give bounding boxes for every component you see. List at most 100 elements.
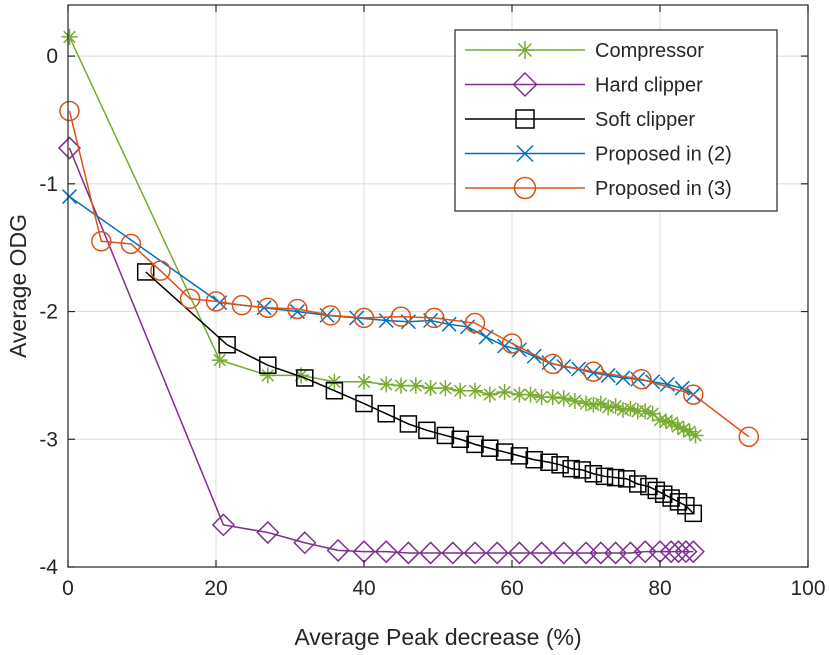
legend-label: Compressor bbox=[595, 40, 704, 62]
data-point-asterisk bbox=[637, 403, 654, 420]
data-point-circle bbox=[683, 384, 704, 405]
data-point-asterisk bbox=[663, 414, 680, 431]
data-point-x bbox=[497, 338, 513, 354]
data-point-asterisk bbox=[422, 380, 439, 397]
series-line bbox=[68, 110, 750, 438]
legend-item: Compressor bbox=[465, 40, 704, 62]
data-point-diamond bbox=[293, 531, 317, 555]
legend: Compressor Hard clipper Soft clipper Propos… bbox=[454, 29, 778, 212]
series-soft-clipper bbox=[136, 263, 703, 523]
data-point-asterisk bbox=[675, 421, 692, 438]
y-tick-label: -1 bbox=[39, 173, 58, 196]
data-point-asterisk bbox=[622, 400, 639, 417]
data-point-square bbox=[481, 439, 499, 457]
data-point-square bbox=[562, 459, 580, 478]
data-point-diamond bbox=[530, 541, 554, 565]
data-point-asterisk bbox=[211, 352, 228, 369]
data-point-asterisk bbox=[615, 401, 631, 418]
legend-item: Proposed in (3) bbox=[465, 176, 732, 200]
data-point-diamond bbox=[256, 520, 280, 545]
data-point-asterisk bbox=[533, 389, 550, 406]
data-point-asterisk bbox=[293, 367, 310, 384]
data-point-square bbox=[259, 356, 277, 374]
data-point-circle bbox=[501, 333, 523, 354]
data-point-circle bbox=[179, 288, 201, 310]
data-point-square bbox=[399, 415, 418, 433]
data-point-square bbox=[418, 421, 436, 440]
x-axis-label: Average Peak decrease (%) bbox=[294, 624, 581, 650]
data-point-asterisk bbox=[652, 412, 668, 429]
data-point-diamond bbox=[681, 540, 705, 564]
series-layer bbox=[57, 28, 760, 565]
data-point-asterisk bbox=[437, 380, 454, 397]
data-point-asterisk bbox=[407, 377, 424, 394]
data-point-square bbox=[584, 465, 603, 483]
data-point-x bbox=[615, 370, 631, 386]
y-tick-label: 0 bbox=[46, 45, 58, 68]
data-point-square bbox=[436, 426, 455, 445]
data-point-square bbox=[595, 467, 614, 486]
y-tick-label: -2 bbox=[39, 301, 58, 324]
data-point-diamond bbox=[485, 541, 509, 565]
data-point-circle bbox=[205, 291, 227, 312]
data-point-square bbox=[377, 404, 395, 423]
x-tick-label: 40 bbox=[352, 577, 375, 600]
data-point-square bbox=[573, 461, 592, 479]
series-compressor bbox=[61, 28, 704, 444]
plot-area-frame bbox=[67, 4, 809, 568]
data-point-square bbox=[617, 470, 636, 488]
data-point-diamond bbox=[552, 541, 576, 565]
data-point-square bbox=[296, 369, 314, 387]
x-tick-label: 0 bbox=[62, 577, 74, 600]
data-point-diamond bbox=[211, 513, 235, 537]
x-tick-label: 80 bbox=[648, 577, 671, 600]
data-point-circle bbox=[150, 260, 171, 281]
data-point-x bbox=[61, 189, 78, 205]
data-point-x bbox=[585, 365, 601, 381]
legend-label: Proposed in (2) bbox=[595, 144, 732, 166]
data-point-asterisk bbox=[657, 413, 674, 430]
data-point-circle bbox=[257, 297, 279, 318]
data-point-square bbox=[510, 447, 529, 465]
data-point-square bbox=[606, 468, 625, 487]
data-point-asterisk bbox=[481, 386, 498, 403]
data-point-square bbox=[525, 450, 543, 469]
data-point-asterisk bbox=[511, 386, 528, 403]
data-point-square bbox=[684, 504, 703, 523]
data-point-square bbox=[218, 336, 236, 354]
data-point-diamond bbox=[463, 541, 487, 565]
data-point-asterisk bbox=[378, 376, 395, 393]
data-point-circle bbox=[353, 307, 375, 329]
data-point-diamond bbox=[507, 541, 531, 565]
data-point-square bbox=[325, 381, 344, 400]
data-point-diamond bbox=[419, 541, 443, 565]
data-point-asterisk bbox=[544, 389, 561, 406]
data-point-asterisk bbox=[259, 367, 276, 384]
data-point-x bbox=[423, 312, 439, 329]
x-tick-label: 20 bbox=[204, 577, 227, 600]
data-point-square bbox=[495, 443, 514, 461]
data-point-circle bbox=[631, 368, 652, 390]
data-point-circle bbox=[120, 233, 142, 255]
data-point-square bbox=[355, 394, 373, 413]
data-point-asterisk bbox=[681, 423, 698, 440]
data-point-circle bbox=[542, 353, 563, 375]
data-point-x bbox=[659, 376, 675, 392]
data-point-circle bbox=[738, 426, 760, 447]
data-point-asterisk bbox=[600, 399, 617, 416]
data-point-circle bbox=[231, 294, 253, 316]
legend-item: Proposed in (2) bbox=[465, 144, 732, 166]
data-point-square bbox=[629, 475, 647, 493]
data-point-asterisk bbox=[467, 382, 483, 399]
data-point-circle bbox=[320, 305, 341, 326]
data-point-asterisk bbox=[522, 386, 539, 403]
series-line bbox=[145, 271, 694, 514]
legend-label: Hard clipper bbox=[595, 75, 703, 97]
legend-label: Soft clipper bbox=[595, 109, 695, 131]
legend-item: Hard clipper bbox=[465, 71, 703, 98]
data-point-asterisk bbox=[607, 398, 624, 415]
data-point-asterisk bbox=[356, 373, 372, 390]
data-point-asterisk bbox=[592, 395, 609, 412]
data-point-asterisk bbox=[393, 377, 409, 394]
